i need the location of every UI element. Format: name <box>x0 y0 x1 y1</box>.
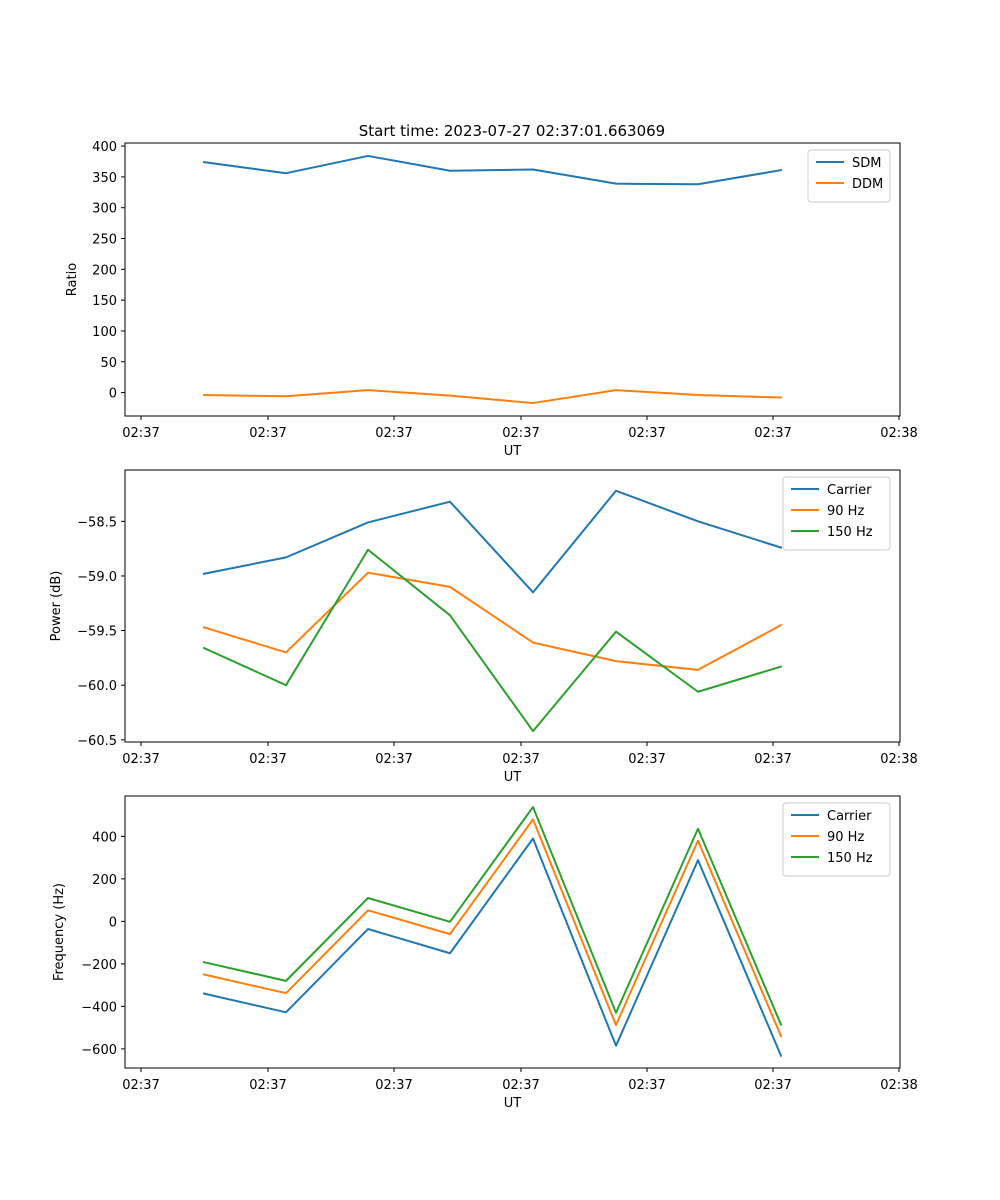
axes-frame <box>124 142 901 417</box>
y-tick-label: 150 <box>92 294 117 309</box>
x-tick-label: 02:37 <box>502 1078 539 1093</box>
x-tick-label: 02:37 <box>628 426 665 441</box>
x-tick-label: 02:37 <box>249 1078 286 1093</box>
legend-label: 90 Hz <box>827 830 864 845</box>
series-line-150-hz <box>202 806 783 1026</box>
y-tick-label: −400 <box>81 1000 117 1015</box>
y-tick-label: −60.0 <box>77 679 117 694</box>
legend-label: Carrier <box>827 483 872 498</box>
x-axis-label: UT <box>504 1096 522 1111</box>
y-tick-label: −200 <box>81 958 117 973</box>
series-line-90-hz <box>202 818 783 1038</box>
y-tick-label: −60.5 <box>77 734 117 749</box>
y-tick-label: −600 <box>81 1043 117 1058</box>
x-tick-label-end: 02:38 <box>880 1078 917 1093</box>
subplot-1: 0 50 100 150 200 250 300 350 400 02:37 02:37 02:37 0… <box>65 140 918 459</box>
y-tick-label: 100 <box>92 325 117 340</box>
x-tick-label: 02:37 <box>249 752 286 767</box>
y-tick-label: 200 <box>92 873 117 888</box>
y-tick-label: 0 <box>109 915 117 930</box>
series-line-150-hz <box>202 548 783 733</box>
y-tick-label: 200 <box>92 263 117 278</box>
legend-label: 150 Hz <box>827 851 873 866</box>
x-tick-label-end: 02:38 <box>880 426 917 441</box>
x-tick-label: 02:37 <box>122 1078 159 1093</box>
y-axis-label: Power (dB) <box>49 571 64 642</box>
x-tick-label: 02:37 <box>502 752 539 767</box>
legend-label: 150 Hz <box>827 525 873 540</box>
series-line-carrier <box>202 489 783 594</box>
x-tick-label: 02:37 <box>754 426 791 441</box>
x-tick-label-end: 02:38 <box>880 752 917 767</box>
subplot-3: −600 −400 −200 0 200 400 02:37 02:37 02:37 02:37 0… <box>52 795 918 1111</box>
x-tick-label: 02:37 <box>628 752 665 767</box>
y-tick-label: 300 <box>92 202 117 217</box>
series-line-carrier <box>202 837 783 1057</box>
x-tick-label: 02:37 <box>375 426 412 441</box>
y-tick-label: 0 <box>109 387 117 402</box>
y-tick-label: 400 <box>92 830 117 845</box>
y-tick-label: 50 <box>100 356 117 371</box>
axes-frame <box>124 795 901 1069</box>
x-tick-label: 02:37 <box>122 426 159 441</box>
legend-label: SDM <box>852 156 881 171</box>
axes-frame <box>124 469 901 743</box>
y-axis-label: Frequency (Hz) <box>52 883 67 981</box>
x-tick-label: 02:37 <box>754 752 791 767</box>
x-tick-label: 02:37 <box>375 1078 412 1093</box>
y-tick-label: −59.5 <box>77 625 117 640</box>
series-line-ddm <box>202 389 783 405</box>
x-tick-label: 02:37 <box>122 752 159 767</box>
y-tick-label: 350 <box>92 171 117 186</box>
y-tick-label: 250 <box>92 233 117 248</box>
x-axis-label: UT <box>504 770 522 785</box>
y-tick-label: 400 <box>92 140 117 155</box>
legend: Carrier 90 Hz 150 Hz <box>782 802 891 877</box>
legend-label: Carrier <box>827 809 872 824</box>
legend-label: 90 Hz <box>827 504 864 519</box>
x-tick-label: 02:37 <box>754 1078 791 1093</box>
x-tick-label: 02:37 <box>249 426 286 441</box>
figure-title: Start time: 2023-07-27 02:37:01.663069 <box>359 122 665 140</box>
legend: SDM DDM <box>807 149 891 203</box>
x-tick-label: 02:37 <box>628 1078 665 1093</box>
x-tick-label: 02:37 <box>502 426 539 441</box>
legend: Carrier 90 Hz 150 Hz <box>782 476 891 551</box>
series-line-sdm <box>202 154 783 186</box>
x-axis-label: UT <box>504 444 522 459</box>
x-tick-label: 02:37 <box>375 752 412 767</box>
series-line-90-hz <box>202 571 783 671</box>
y-tick-label: −59.0 <box>77 570 117 585</box>
y-tick-label: −58.5 <box>77 515 117 530</box>
legend-label: DDM <box>852 177 883 192</box>
subplot-2: −60.5 −60.0 −59.5 −59.0 −58.5 02:37 02:37 02:37… <box>49 469 918 785</box>
y-axis-label: Ratio <box>65 263 80 296</box>
